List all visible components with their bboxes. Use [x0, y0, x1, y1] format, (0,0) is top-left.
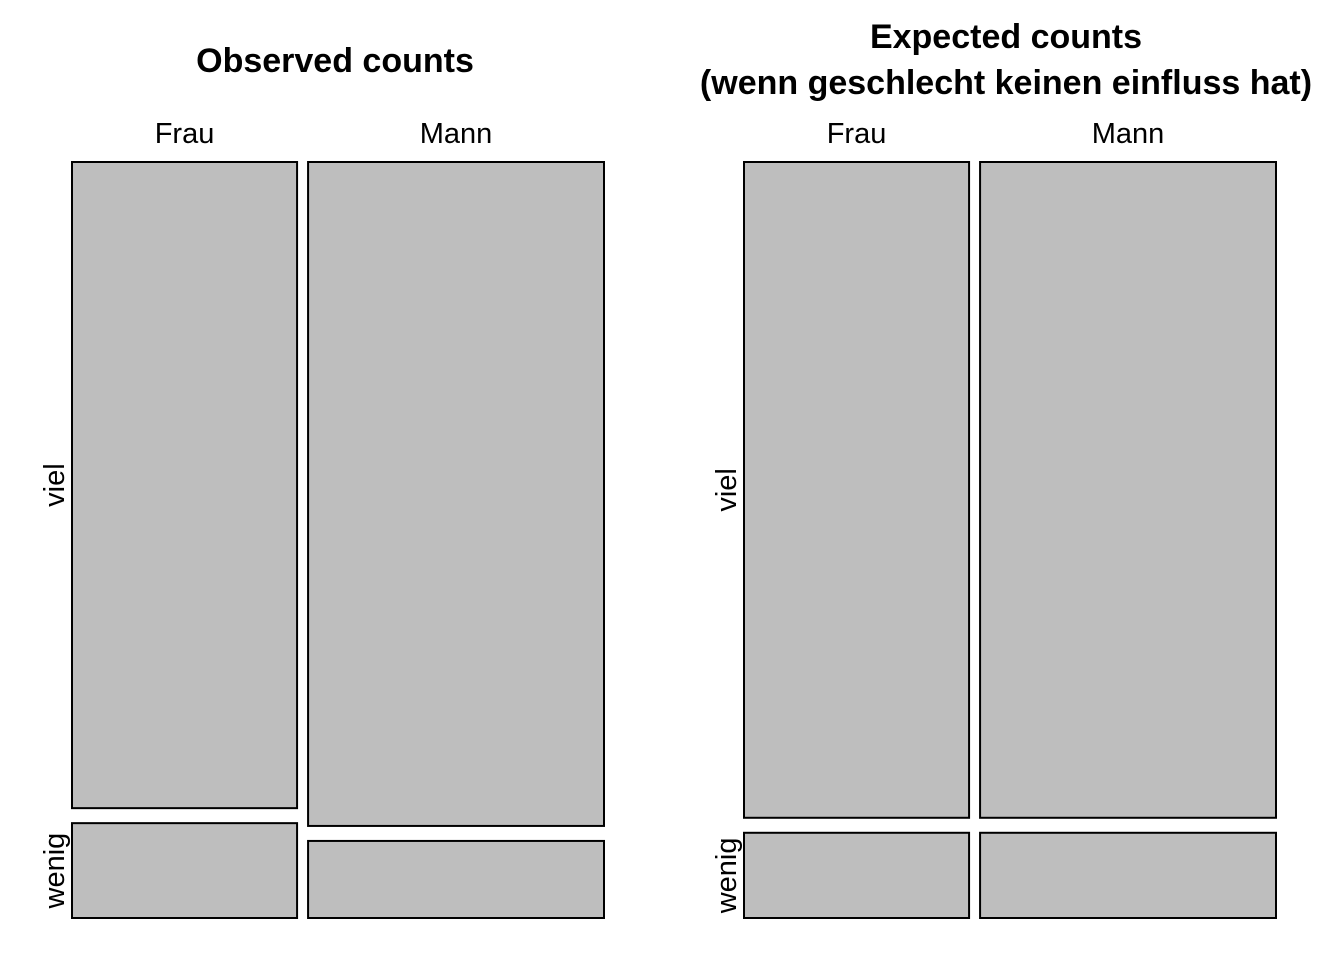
row-label-viel: viel [39, 463, 71, 507]
column-label-frau: Frau [827, 118, 887, 150]
tile-mann-viel [307, 161, 605, 827]
row-label-wenig: wenig [711, 838, 743, 915]
tile-frau-viel [71, 161, 299, 810]
row-label-wenig: wenig [39, 833, 71, 910]
column-label-mann: Mann [420, 118, 493, 150]
panel-title: Observed counts [196, 42, 474, 80]
column-label-mann: Mann [1092, 118, 1165, 150]
panel-subtitle: (wenn geschlecht keinen einfluss hat) [700, 64, 1312, 102]
mosaic-panel-1: Observed counts Frau viel wenig Mann [39, 42, 605, 919]
tile-mann-wenig [307, 839, 605, 919]
row-label-viel: viel [711, 468, 743, 512]
panel-title: Expected counts [870, 18, 1142, 56]
tile-mann-viel [979, 161, 1278, 819]
column-label-frau: Frau [155, 118, 215, 150]
mosaic-panel-2: Expected counts (wenn geschlecht keinen e… [700, 18, 1312, 919]
tile-frau-wenig [743, 831, 971, 919]
tile-mann-wenig [979, 831, 1278, 919]
tile-frau-wenig [71, 822, 299, 919]
tile-frau-viel [743, 161, 971, 819]
